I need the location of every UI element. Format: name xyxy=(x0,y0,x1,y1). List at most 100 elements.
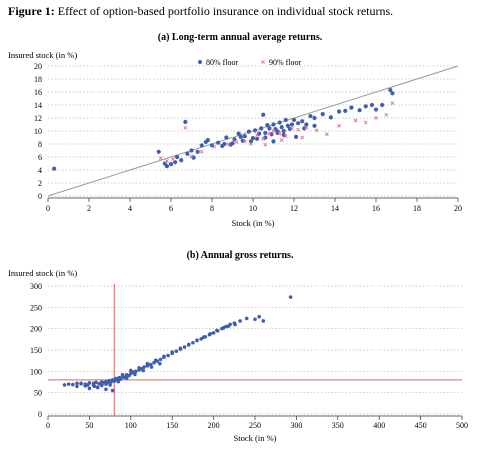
chart-a-legend-label-90: 90% floor xyxy=(269,58,302,67)
chart-a-point-80-floor xyxy=(267,126,272,131)
chart-b-xlabel: Stock (in %) xyxy=(234,433,277,443)
chart-a-point-90-floor xyxy=(277,131,282,136)
chart-b-point-80-floor xyxy=(153,358,158,363)
chart-b-point-80-floor xyxy=(116,379,121,384)
chart-a-point-80-floor xyxy=(265,123,270,128)
chart-b-point-80-floor xyxy=(215,328,219,333)
chart-a-point-80-floor xyxy=(283,117,288,123)
chart-a-point-90-floor xyxy=(296,127,301,132)
chart-a-ytick-label: 8 xyxy=(38,140,42,149)
chart-a-point-80-floor xyxy=(285,123,290,128)
chart-a-diagonal-line xyxy=(47,65,459,197)
chart-b-point-80-floor xyxy=(158,357,163,362)
chart-a-point-90-floor xyxy=(234,140,239,144)
chart-a-point-80-floor xyxy=(328,115,333,120)
chart-a-point-80-floor xyxy=(257,131,262,136)
chart-a-point-90-floor xyxy=(271,129,276,133)
chart-a-xtick-label: 14 xyxy=(331,204,339,213)
panel-a-ylabel: Insured stock (in %) xyxy=(8,50,78,60)
chart-a-point-90-floor xyxy=(384,112,389,117)
chart-b-point-80-floor xyxy=(79,381,83,386)
chart-b-point-80-floor xyxy=(85,383,90,387)
chart-a-xtick-label: 10 xyxy=(249,204,257,213)
chart-b-point-80-floor xyxy=(75,384,79,389)
chart-a-point-90-floor xyxy=(283,134,288,139)
chart-b-point-80-floor xyxy=(208,331,213,336)
chart-a-point-80-floor xyxy=(304,122,309,127)
chart-b-point-80-floor xyxy=(257,314,261,319)
chart-a-ytick-label: 10 xyxy=(34,127,42,136)
chart-a-point-90-floor xyxy=(363,120,368,125)
chart-b-point-80-floor xyxy=(211,331,216,335)
chart-b-ytick-label: 200 xyxy=(30,325,42,334)
chart-a-point-80-floor xyxy=(337,109,342,114)
chart-a-point-80-floor xyxy=(255,136,260,141)
chart-a-ytick-label: 16 xyxy=(34,88,42,97)
chart-a-point-90-floor xyxy=(183,125,188,130)
chart-a-point-80-floor xyxy=(185,151,190,156)
chart-a-xtick-label: 6 xyxy=(169,204,173,213)
chart-a-point-90-floor xyxy=(171,157,175,161)
chart-a-point-80-floor xyxy=(238,134,243,139)
chart-b-xtick-label: 100 xyxy=(125,421,137,430)
chart-a-point-90-floor xyxy=(290,126,294,131)
chart-b-xtick-label: 350 xyxy=(332,421,344,430)
chart-a-point-90-floor xyxy=(324,132,329,137)
chart-a-point-80-floor xyxy=(289,122,295,127)
chart-b-xtick-label: 500 xyxy=(456,421,468,430)
chart-a-point-90-floor xyxy=(279,138,284,143)
chart-a-point-80-floor xyxy=(222,141,227,147)
chart-a-point-80-floor xyxy=(199,143,204,148)
chart-a-point-80-floor xyxy=(363,104,368,109)
chart-a-point-80-floor xyxy=(216,140,221,145)
chart-a-point-90-floor xyxy=(226,142,231,146)
chart-b-point-80-floor xyxy=(87,386,92,391)
chart-a-point-80-floor xyxy=(312,123,317,128)
chart-b-ytick-label: 100 xyxy=(30,367,42,376)
chart-a-point-80-floor xyxy=(343,108,348,113)
chart-b-point-80-floor xyxy=(100,383,104,388)
chart-a-point-90-floor xyxy=(337,123,342,128)
chart-b-point-80-floor xyxy=(233,322,237,327)
chart-a-point-90-floor xyxy=(314,128,319,133)
chart-a-point-80-floor xyxy=(246,129,251,134)
chart-b-point-80-floor xyxy=(145,361,150,366)
chart-a-point-80-floor xyxy=(195,149,200,154)
chart-b-point-80-floor xyxy=(157,361,162,366)
chart-a-xtick-label: 4 xyxy=(128,204,132,213)
chart-a-point-90-floor xyxy=(164,158,169,163)
chart-a-point-80-floor xyxy=(209,143,215,148)
chart-a-point-80-floor xyxy=(230,141,235,146)
chart-b-point-80-floor xyxy=(141,368,146,373)
chart-b-point-80-floor xyxy=(133,372,137,377)
chart-b-point-80-floor xyxy=(119,377,123,381)
chart-a-point-90-floor xyxy=(353,118,358,123)
panel-a-title: (a) Long-term annual average returns. xyxy=(157,32,323,43)
chart-a-legend-marker-80 xyxy=(198,60,202,64)
panel-b-title: (b) Annual gross returns. xyxy=(186,250,294,261)
chart-b-xtick-label: 50 xyxy=(85,421,93,430)
chart-a-ytick-label: 18 xyxy=(34,75,42,84)
chart-b-point-80-floor xyxy=(238,319,242,323)
chart-b-point-80-floor xyxy=(142,365,146,369)
chart-a-point-90-floor xyxy=(304,125,309,130)
chart-b-ytick-label: 50 xyxy=(34,389,42,398)
chart-a-point-80-floor xyxy=(236,131,241,136)
chart-a-xtick-label: 12 xyxy=(290,204,298,213)
chart-b-ytick-label: 300 xyxy=(30,282,42,291)
chart-a-point-80-floor xyxy=(312,115,317,121)
chart-a-point-80-floor xyxy=(296,121,301,126)
chart-a-point-80-floor xyxy=(281,128,286,134)
chart-b-point-80-floor xyxy=(186,342,191,347)
chart-b-point-80-floor xyxy=(110,388,115,393)
chart-a-point-80-floor xyxy=(300,119,305,124)
chart-a-point-90-floor xyxy=(374,116,378,120)
chart-a-point-90-floor xyxy=(249,142,253,146)
chart-b-point-80-floor xyxy=(182,345,187,349)
chart-a-point-80-floor xyxy=(357,108,362,113)
chart-b-xtick-label: 300 xyxy=(290,421,302,430)
chart-b-point-80-floor xyxy=(170,350,174,354)
chart-b-point-80-floor xyxy=(174,349,179,354)
chart-b-point-80-floor xyxy=(226,324,231,328)
chart-a-point-80-floor xyxy=(52,166,57,171)
